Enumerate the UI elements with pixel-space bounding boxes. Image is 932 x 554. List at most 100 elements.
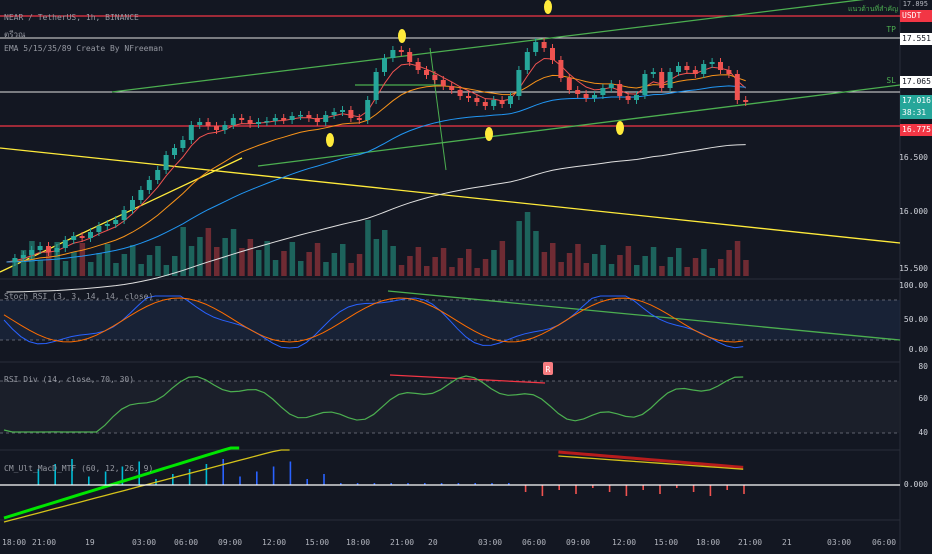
stoch-rsi-label[interactable]: Stoch RSI (3, 3, 14, 14, close): [4, 292, 154, 301]
candle-body: [205, 122, 211, 126]
time-tick: 21:00: [390, 538, 415, 547]
ema-indicator-label[interactable]: EMA 5/15/35/89 Create By NFreeman: [4, 44, 163, 53]
volume-bar: [104, 244, 111, 276]
volume-bar: [340, 244, 346, 276]
volume-bar: [407, 256, 413, 276]
candle-body: [440, 80, 446, 86]
time-tick: 21: [782, 538, 792, 547]
volume-bar: [298, 261, 304, 276]
volume-bar: [373, 239, 380, 276]
macd-histogram-bar: [138, 461, 140, 485]
candle-body: [146, 180, 152, 190]
candle-body: [726, 70, 732, 74]
rsi-div-label[interactable]: RSI Div (14, close, 70, 30): [4, 375, 135, 384]
macd-histogram-bar: [541, 485, 544, 496]
candle-body: [373, 72, 379, 100]
candle-body: [79, 236, 85, 238]
volume-bar: [692, 258, 699, 276]
ema-89-line: [6, 144, 746, 293]
candle-body: [264, 121, 270, 123]
macd-histogram-bar: [407, 483, 409, 485]
candle-body: [390, 50, 396, 58]
macd-histogram-bar: [390, 483, 392, 485]
volume-bar: [281, 251, 287, 276]
macd-histogram-bar: [474, 483, 476, 485]
candle-body: [104, 224, 110, 226]
trendline-yellow-down: [0, 147, 901, 244]
volume-bar: [600, 245, 606, 276]
macd-label[interactable]: CM_Ult_MacD_MTF (60, 12, 26, 9): [4, 464, 154, 473]
volume-bar: [718, 259, 724, 276]
volume-bar: [20, 250, 27, 276]
rsi-divergence-line: [389, 374, 546, 384]
macd-histogram-bar: [491, 483, 493, 485]
candle-body: [382, 58, 387, 72]
candle-body: [709, 62, 715, 64]
rsi-tick: 80: [918, 362, 928, 371]
price-partial-top: 17.895: [902, 0, 928, 8]
macd-histogram-bar: [373, 483, 376, 485]
macd-histogram-bar: [71, 459, 73, 485]
candle-body: [734, 74, 740, 100]
time-tick: 15:00: [305, 538, 330, 547]
candle-body: [356, 118, 362, 120]
candle-body: [432, 75, 438, 80]
signal-marker: [398, 29, 406, 43]
volume-bars: [12, 212, 749, 276]
volume-bar: [524, 212, 531, 276]
candle-body: [12, 258, 18, 262]
macd-histogram-bar: [172, 474, 174, 485]
tp-label: TP: [886, 25, 896, 34]
candle-body: [701, 64, 707, 74]
volume-bar: [482, 259, 489, 276]
signal-marker: [485, 127, 493, 141]
volume-bar: [550, 243, 556, 276]
candle-body: [482, 102, 488, 106]
volume-bar: [382, 230, 388, 276]
candle-body: [667, 72, 673, 88]
price-tick: 15.500: [899, 264, 928, 273]
volume-bar: [46, 251, 52, 276]
price-level-17065: 17.065: [900, 76, 932, 88]
candle-body: [575, 90, 581, 94]
volume-bar: [71, 252, 77, 276]
sub-title: ตรีวณ: [4, 30, 26, 39]
volume-bar: [79, 243, 86, 276]
volume-bar: [172, 256, 178, 276]
volume-bar: [205, 228, 212, 276]
macd-histogram-bar: [104, 471, 107, 485]
volume-bar: [356, 254, 363, 276]
volume-bar: [684, 267, 690, 276]
macd-histogram-bar: [340, 483, 342, 485]
volume-bar: [180, 227, 186, 276]
candle-body: [650, 72, 656, 74]
macd-histogram-bar: [289, 461, 292, 485]
ema-35-line: [6, 85, 746, 263]
time-tick: 19: [85, 538, 95, 547]
macd-histogram-bar: [558, 485, 560, 490]
ema-15-line: [6, 74, 746, 263]
volume-bar: [541, 252, 548, 276]
candle-body: [541, 42, 547, 48]
candle-body: [272, 118, 278, 121]
time-tick: 03:00: [827, 538, 852, 547]
rsi-tick: 40: [918, 428, 928, 437]
volume-bar: [676, 248, 682, 276]
symbol-title[interactable]: NEAR / TetherUS, 1h, BINANCE: [4, 13, 139, 22]
time-tick: 12:00: [612, 538, 637, 547]
macd-histogram-bar: [121, 466, 124, 485]
candle-body: [298, 115, 303, 117]
candle-body: [29, 250, 35, 255]
candle-body: [718, 62, 723, 70]
volume-bar: [592, 254, 598, 276]
macd-tick: 0.000: [903, 480, 928, 489]
candle-body: [46, 246, 51, 252]
candle-body: [550, 48, 555, 60]
volume-bar: [230, 229, 237, 276]
rsi-marker-text: R: [546, 365, 551, 374]
candle-body: [508, 96, 513, 104]
candle-body: [474, 98, 480, 102]
volume-bar: [449, 267, 455, 276]
